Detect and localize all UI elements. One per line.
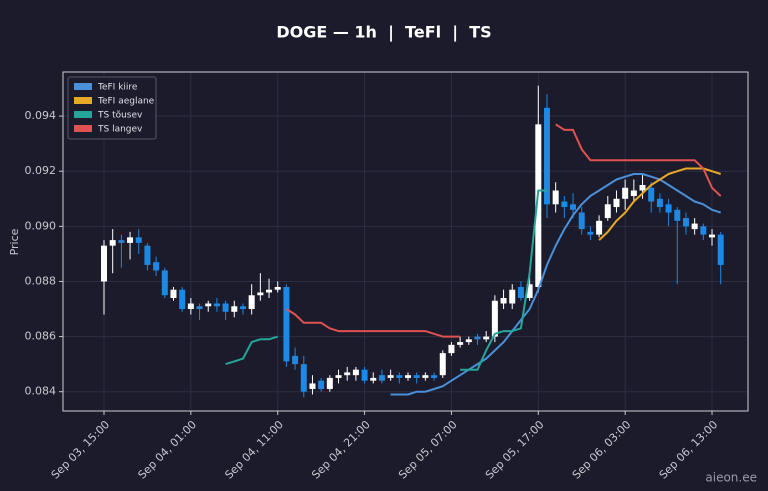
candle-body (526, 284, 533, 298)
candle-body (361, 369, 368, 381)
candle-body (405, 375, 412, 378)
candle-body (578, 212, 585, 230)
legend-swatch (74, 125, 92, 132)
candle-body (239, 306, 246, 310)
candle-body (187, 303, 194, 310)
y-axis-label: Price (8, 228, 21, 255)
legend-label: TS tõusev (97, 111, 143, 121)
y-tick-label: 0.086 (25, 330, 57, 343)
legend-swatch (74, 83, 92, 90)
candle-body (274, 286, 281, 290)
candle-body (326, 377, 333, 389)
chart-title: DOGE — 1h | TeFl | TS (276, 23, 491, 43)
candle-body (483, 336, 490, 340)
candle-body (144, 245, 151, 265)
legend-label: TeFI aeglane (97, 97, 155, 107)
legend-swatch (74, 97, 92, 104)
candle-body (517, 286, 524, 298)
y-tick-label: 0.084 (25, 385, 57, 398)
candle-body (474, 336, 481, 340)
candle-body (135, 237, 142, 243)
legend-swatch (74, 111, 92, 118)
candle-body (127, 237, 134, 243)
candle-body (378, 375, 385, 381)
candle-body (335, 375, 342, 378)
candle-body (665, 204, 672, 213)
candle-body (648, 187, 655, 202)
candle-body (318, 380, 325, 389)
plot-frame (62, 71, 749, 412)
candle-body (709, 234, 716, 238)
candle-body (300, 364, 307, 392)
indicator-line (225, 189, 547, 371)
candle-body (439, 353, 446, 376)
candle-body (535, 124, 542, 287)
candle-body (387, 375, 394, 378)
legend-label: TeFI kiire (97, 83, 138, 93)
candle-body (292, 355, 299, 365)
candle-body (222, 303, 229, 312)
candle-body (630, 190, 637, 197)
candle-body (491, 300, 498, 337)
candle-body (552, 190, 559, 205)
candle-body (500, 298, 507, 304)
candle-body (509, 289, 516, 304)
candle-body (656, 198, 663, 208)
candle-body (153, 262, 160, 271)
candle-body (170, 289, 177, 298)
candle-body (543, 107, 550, 205)
candle-body (639, 185, 646, 191)
candle-body (691, 223, 698, 230)
candle-body (700, 226, 707, 235)
candle-body (674, 209, 681, 221)
candle-body (109, 240, 116, 246)
y-tick-label: 0.090 (25, 219, 57, 232)
candle-body (266, 289, 273, 293)
candle-body (161, 270, 168, 296)
candle-body (283, 286, 290, 362)
candle-body (370, 377, 377, 381)
candle-body (431, 375, 438, 378)
candle-body (457, 342, 464, 345)
candle-body (422, 375, 429, 378)
candle-body (248, 295, 255, 310)
legend-box (67, 76, 157, 140)
candle-body (118, 240, 125, 243)
candle-body (587, 231, 594, 235)
indicator-line (390, 173, 722, 396)
candle-body (596, 220, 603, 235)
candle-body (413, 375, 420, 378)
candle-body (205, 303, 212, 307)
candle-body (179, 289, 186, 310)
candle-body (448, 344, 455, 354)
indicator-line (285, 123, 722, 338)
candle-body (231, 306, 238, 312)
candle-body (257, 292, 264, 296)
candle-body (604, 204, 611, 219)
candle-body (561, 201, 568, 208)
y-tick-label: 0.094 (25, 109, 57, 122)
candle-body (396, 375, 403, 378)
y-tick-label: 0.088 (25, 274, 57, 287)
y-tick-label: 0.092 (25, 164, 57, 177)
candle-body (309, 383, 316, 389)
candle-body (613, 198, 620, 208)
candle-body (465, 339, 472, 343)
candle-body (717, 234, 724, 265)
candle-body (213, 303, 220, 307)
candle-body (196, 306, 203, 310)
candle-body (570, 204, 577, 210)
legend-label: TS langev (97, 125, 143, 135)
indicator-line (598, 167, 722, 241)
candle-body (622, 187, 629, 199)
candle-body (344, 372, 351, 376)
candle-body (352, 369, 359, 376)
candle-body (101, 245, 107, 282)
watermark: aieon.ee (705, 471, 757, 485)
candle-body (682, 218, 689, 227)
